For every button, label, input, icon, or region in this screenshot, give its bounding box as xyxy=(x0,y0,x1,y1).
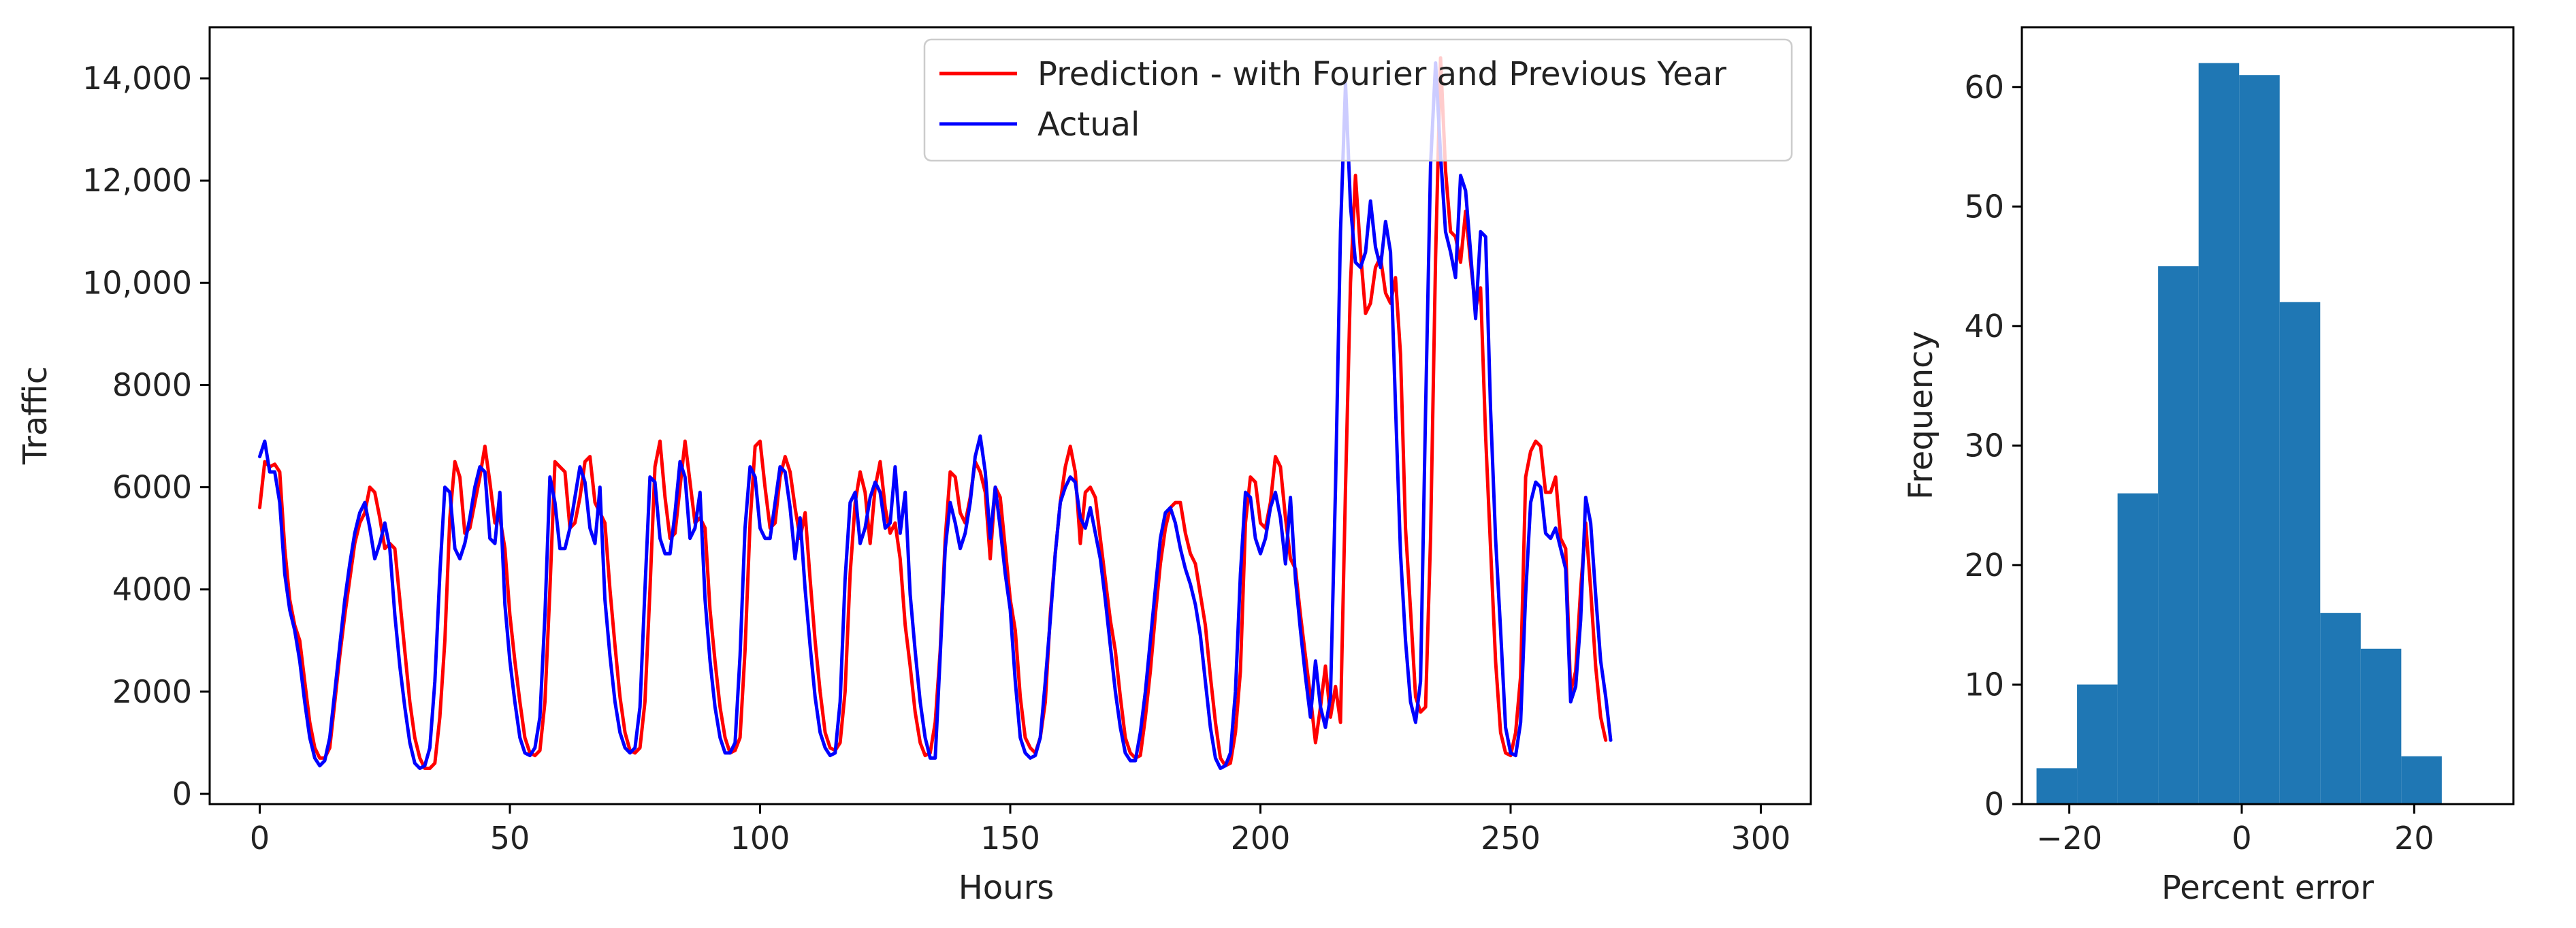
histogram-bar xyxy=(2198,63,2240,805)
x-tick-label: 50 xyxy=(490,820,530,857)
y-tick-label: 4000 xyxy=(112,571,192,608)
x-tick-label: 200 xyxy=(1231,820,1291,857)
hist-y-tick-label: 0 xyxy=(1984,786,2004,822)
legend-label-prediction: Prediction - with Fourier and Previous Y… xyxy=(1037,55,1726,93)
histogram-bar xyxy=(2360,648,2402,804)
hist-x-tick-label: 0 xyxy=(2232,820,2251,857)
x-tick-label: 150 xyxy=(980,820,1040,857)
hist-y-tick-label: 10 xyxy=(1964,666,2004,703)
histogram-bar xyxy=(2158,266,2199,805)
y-tick-label: 8000 xyxy=(112,366,192,403)
histogram-y-ticks: 0 10 20 30 40 50 60 xyxy=(1964,69,2022,822)
y-tick-label: 0 xyxy=(172,775,192,812)
x-tick-label: 300 xyxy=(1731,820,1791,857)
y-tick-label: 12,000 xyxy=(82,162,192,199)
legend-label-actual: Actual xyxy=(1037,106,1140,144)
line-y-ticks: 0 2000 4000 6000 8000 10,000 12,000 14,000 xyxy=(82,60,210,812)
hist-x-tick-label: −20 xyxy=(2036,820,2102,857)
line-series-group xyxy=(258,56,1613,770)
hist-y-tick-label: 20 xyxy=(1964,547,2004,583)
hist-y-tick-label: 30 xyxy=(1964,427,2004,464)
histogram-bar xyxy=(2036,768,2078,804)
hist-y-tick-label: 50 xyxy=(1964,188,2004,225)
x-tick-label: 0 xyxy=(250,820,270,857)
histogram-y-axis-label: Frequency xyxy=(1902,331,1940,500)
x-tick-label: 100 xyxy=(730,820,790,857)
x-tick-label: 250 xyxy=(1481,820,1541,857)
hist-y-tick-label: 40 xyxy=(1964,308,2004,345)
y-tick-label: 6000 xyxy=(112,469,192,506)
histogram-bar xyxy=(2279,302,2321,804)
histogram-bar xyxy=(2239,75,2280,805)
histogram-bar xyxy=(2401,756,2442,804)
histogram-chart: −20 0 20 0 10 20 30 40 50 60 Percent error Frequ… xyxy=(1902,26,2515,907)
legend: Prediction - with Fourier and Previous Y… xyxy=(923,38,1793,162)
y-tick-label: 14,000 xyxy=(82,60,192,97)
legend-box xyxy=(923,38,1793,162)
line-x-axis-label: Hours xyxy=(959,869,1054,907)
hist-y-tick-label: 60 xyxy=(1964,69,2004,106)
histogram-x-ticks: −20 0 20 xyxy=(2036,804,2434,857)
line-y-axis-label: Traffic xyxy=(16,366,54,465)
histogram-frame xyxy=(2020,26,2515,805)
y-tick-label: 10,000 xyxy=(82,264,192,301)
line-x-ticks: 0 50 100 150 200 250 300 xyxy=(250,804,1791,857)
hist-x-tick-label: 20 xyxy=(2394,820,2434,857)
series-line-actual xyxy=(258,61,1613,770)
line-chart: 0 50 100 150 200 250 300 0 2000 4000 6000 8000 10,0… xyxy=(16,26,1812,907)
histogram-bar xyxy=(2320,613,2361,804)
histogram-bar xyxy=(2077,684,2118,804)
histogram-bars xyxy=(2036,63,2442,805)
y-tick-label: 2000 xyxy=(112,673,192,710)
histogram-x-axis-label: Percent error xyxy=(2161,869,2374,907)
histogram-bar xyxy=(2117,493,2159,804)
